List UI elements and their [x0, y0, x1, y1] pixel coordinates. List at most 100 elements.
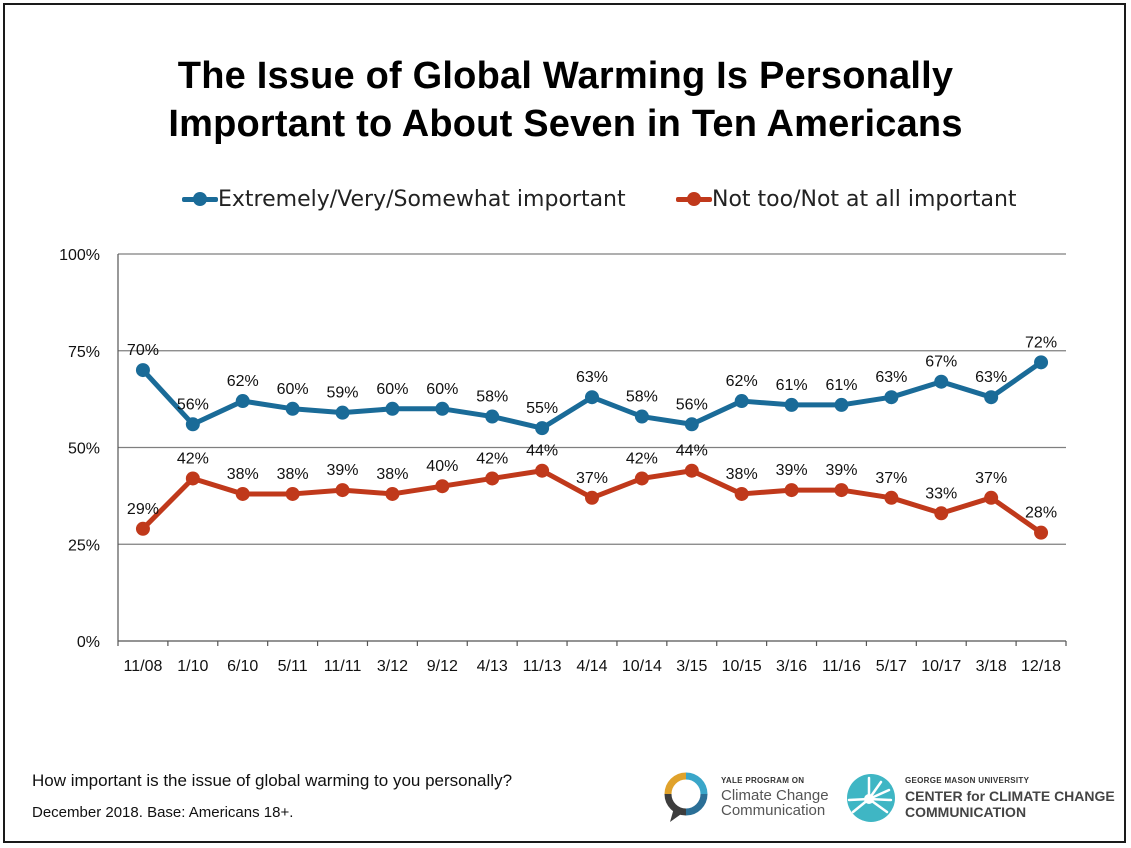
- series-0-data-label: 63%: [875, 369, 907, 386]
- gmu-logo: GEORGE MASON UNIVERSITY CENTER for CLIMA…: [845, 772, 1115, 828]
- series-1-point: [884, 490, 899, 505]
- series-0-data-label: 58%: [476, 389, 508, 406]
- series-0-point: [135, 363, 150, 378]
- y-tick-label: 0%: [77, 634, 100, 651]
- series-1-point: [535, 463, 550, 478]
- series-0-point: [884, 390, 899, 405]
- yale-logo-line-2: Communication: [721, 802, 826, 819]
- series-0-point: [585, 390, 599, 405]
- x-tick-label: 3/18: [976, 658, 1007, 675]
- series-0-point: [285, 401, 300, 416]
- chart-title-line-2: Important to About Seven in Ten American…: [168, 103, 963, 145]
- x-tick-label: 10/14: [622, 658, 662, 675]
- series-0-data-label: 67%: [925, 354, 957, 371]
- series-1-data-label: 42%: [626, 450, 658, 467]
- x-tick-label: 5/17: [876, 658, 907, 675]
- x-tick-label: 3/15: [676, 658, 707, 675]
- legend-swatch-not-important: [676, 182, 712, 216]
- series-1-data-label: 38%: [227, 466, 259, 483]
- series-0-data-label: 62%: [227, 373, 259, 390]
- series-1-point: [235, 486, 250, 501]
- series-0-point: [535, 421, 550, 436]
- series-0-point: [235, 394, 250, 409]
- series-0-point: [435, 401, 450, 416]
- series-1-data-label: 44%: [676, 443, 708, 460]
- series-1-point: [585, 490, 599, 505]
- legend-item-not-important: Not too/Not at all important: [676, 182, 1017, 216]
- series-1-data-label: 37%: [975, 470, 1007, 487]
- series-0-point: [734, 394, 749, 409]
- y-tick-label: 25%: [68, 537, 100, 554]
- x-tick-label: 11/16: [822, 658, 861, 675]
- x-tick-label: 6/10: [227, 658, 258, 675]
- series-1-data-label: 44%: [526, 443, 558, 460]
- yale-logo-line-1: Climate Change: [721, 787, 829, 804]
- series-0-data-label: 61%: [776, 377, 808, 394]
- chart-title-line-1: The Issue of Global Warming Is Personall…: [177, 55, 954, 97]
- gmu-sunburst-icon: [847, 774, 895, 822]
- series-1-point: [435, 479, 450, 494]
- series-0-data-label: 72%: [1025, 334, 1057, 351]
- x-tick-label: 12/18: [1021, 658, 1061, 675]
- series-1-point: [634, 471, 649, 486]
- series-1-data-label: 28%: [1025, 505, 1057, 522]
- x-tick-label: 9/12: [427, 658, 458, 675]
- survey-base: December 2018. Base: Americans 18+.: [32, 804, 294, 821]
- x-tick-label: 3/12: [377, 658, 408, 675]
- series-1-point: [684, 463, 699, 478]
- series-1-data-label: 33%: [925, 485, 957, 502]
- series-1-data-label: 38%: [277, 466, 309, 483]
- series-1-data-label: 39%: [327, 462, 359, 479]
- series-0-data-label: 60%: [277, 381, 309, 398]
- series-1-data-label: 39%: [776, 462, 808, 479]
- yale-logo-small-text: YALE PROGRAM ON: [721, 776, 805, 785]
- gmu-logo-line-2: COMMUNICATION: [905, 804, 1027, 820]
- series-0-data-label: 58%: [626, 389, 658, 406]
- series-1-data-label: 38%: [376, 466, 408, 483]
- series-0-data-label: 70%: [127, 342, 159, 359]
- series-1-point: [984, 490, 999, 505]
- series-0-data-label: 60%: [376, 381, 408, 398]
- series-1-data-label: 37%: [875, 470, 907, 487]
- x-tick-label: 4/13: [477, 658, 508, 675]
- y-tick-label: 100%: [59, 247, 100, 264]
- series-0-data-label: 61%: [825, 377, 857, 394]
- series-0-data-label: 59%: [327, 385, 359, 402]
- x-tick-label: 5/11: [278, 658, 308, 675]
- series-0-point: [1034, 355, 1049, 370]
- series-0-data-label: 60%: [426, 381, 458, 398]
- series-1-data-label: 38%: [726, 466, 758, 483]
- series-1-data-label: 42%: [476, 450, 508, 467]
- series-0-point: [185, 417, 200, 432]
- x-tick-label: 10/15: [722, 658, 762, 675]
- series-0-point: [335, 405, 350, 420]
- series-1-point: [734, 486, 749, 501]
- x-tick-label: 4/14: [576, 658, 607, 675]
- x-tick-label: 10/17: [921, 658, 961, 675]
- series-1-point: [185, 471, 200, 486]
- series-0-point: [485, 409, 500, 424]
- series-0-point: [634, 409, 649, 424]
- chart-title: The Issue of Global Warming Is Personall…: [0, 52, 1131, 148]
- legend-label-not-important: Not too/Not at all important: [712, 186, 1017, 212]
- legend-item-important: Extremely/Very/Somewhat important: [182, 182, 626, 216]
- series-0-data-label: 63%: [975, 369, 1007, 386]
- series-1-point: [285, 486, 300, 501]
- legend-label-important: Extremely/Very/Somewhat important: [218, 186, 626, 212]
- series-0-data-label: 56%: [676, 396, 708, 413]
- gmu-logo-line-1: CENTER for CLIMATE CHANGE: [905, 788, 1115, 804]
- series-1-point: [934, 506, 949, 521]
- series-1-point: [135, 521, 150, 536]
- series-1-point: [335, 483, 350, 498]
- series-1-data-label: 39%: [825, 462, 857, 479]
- x-tick-label: 3/16: [776, 658, 807, 675]
- series-0-point: [385, 401, 400, 416]
- series-1-point: [784, 483, 799, 498]
- series-0-data-label: 62%: [726, 373, 758, 390]
- series-1-point: [385, 486, 400, 501]
- series-1-point: [1034, 525, 1049, 540]
- series-0-data-label: 55%: [526, 400, 558, 417]
- series-0-data-label: 56%: [177, 396, 209, 413]
- series-0-point: [934, 374, 949, 389]
